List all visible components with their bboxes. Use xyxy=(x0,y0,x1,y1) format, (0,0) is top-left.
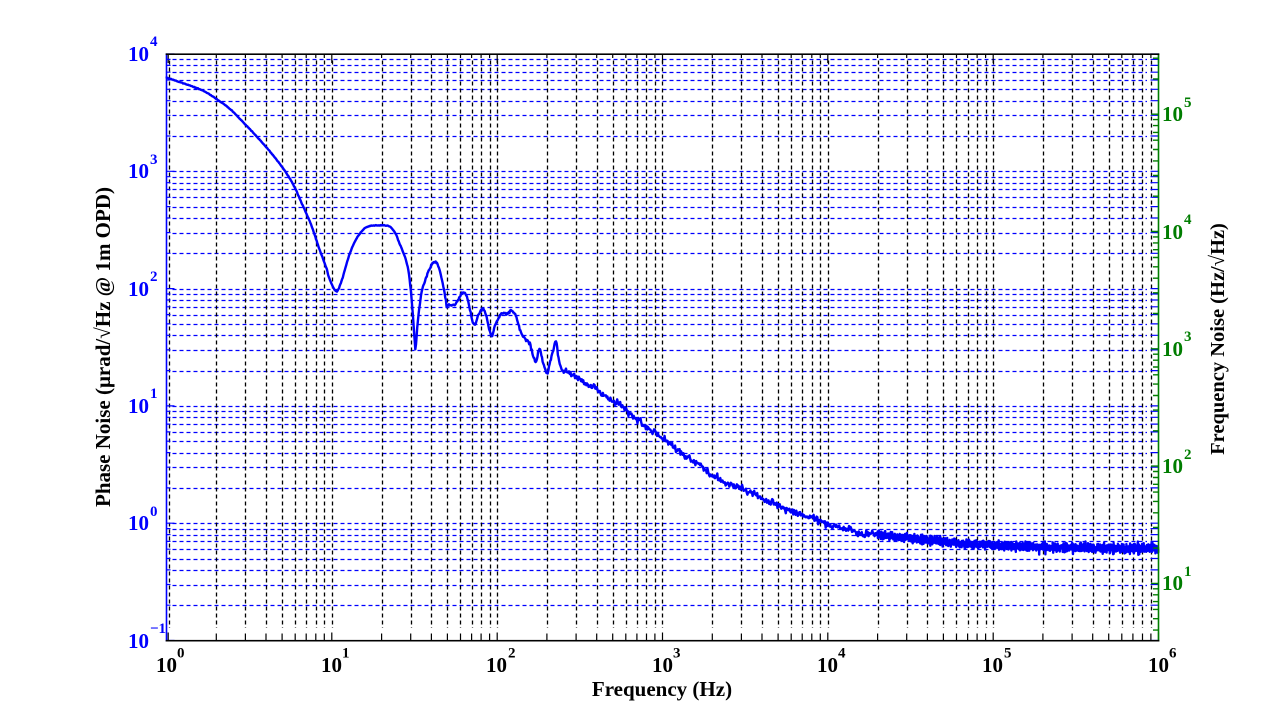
svg-text:2: 2 xyxy=(1184,447,1192,463)
svg-text:0: 0 xyxy=(150,504,158,520)
svg-text:Frequency (Hz): Frequency (Hz) xyxy=(592,677,732,701)
svg-text:10: 10 xyxy=(486,653,507,677)
svg-text:Phase Noise (μrad/√Hz @ 1m OPD: Phase Noise (μrad/√Hz @ 1m OPD) xyxy=(91,187,115,507)
svg-text:2: 2 xyxy=(508,646,516,662)
svg-text:10: 10 xyxy=(652,653,673,677)
svg-text:10: 10 xyxy=(1162,454,1183,478)
svg-text:10: 10 xyxy=(817,653,838,677)
svg-text:1: 1 xyxy=(342,646,350,662)
svg-text:4: 4 xyxy=(1184,212,1192,228)
svg-text:−1: −1 xyxy=(150,621,166,637)
svg-text:5: 5 xyxy=(1004,646,1012,662)
svg-text:1: 1 xyxy=(1184,564,1192,580)
svg-text:5: 5 xyxy=(1184,95,1192,111)
svg-text:4: 4 xyxy=(838,646,846,662)
svg-text:3: 3 xyxy=(150,152,158,168)
svg-text:10: 10 xyxy=(1162,220,1183,244)
svg-text:6: 6 xyxy=(1169,646,1177,662)
svg-text:10: 10 xyxy=(128,159,149,183)
svg-text:10: 10 xyxy=(1162,102,1183,126)
svg-text:4: 4 xyxy=(150,34,158,50)
svg-text:1: 1 xyxy=(150,386,158,402)
svg-text:3: 3 xyxy=(673,646,681,662)
svg-text:0: 0 xyxy=(177,646,185,662)
svg-text:10: 10 xyxy=(156,653,177,677)
svg-text:10: 10 xyxy=(1148,653,1169,677)
svg-text:10: 10 xyxy=(1162,571,1183,595)
svg-text:10: 10 xyxy=(128,511,149,535)
svg-text:2: 2 xyxy=(150,269,158,285)
svg-text:10: 10 xyxy=(128,394,149,418)
svg-text:3: 3 xyxy=(1184,329,1192,345)
svg-text:10: 10 xyxy=(321,653,342,677)
svg-text:Frequency Noise (Hz/√Hz): Frequency Noise (Hz/√Hz) xyxy=(1207,223,1229,455)
svg-text:10: 10 xyxy=(128,277,149,301)
svg-text:10: 10 xyxy=(128,42,149,66)
svg-text:10: 10 xyxy=(128,629,149,653)
svg-text:10: 10 xyxy=(982,653,1003,677)
svg-text:10: 10 xyxy=(1162,337,1183,361)
